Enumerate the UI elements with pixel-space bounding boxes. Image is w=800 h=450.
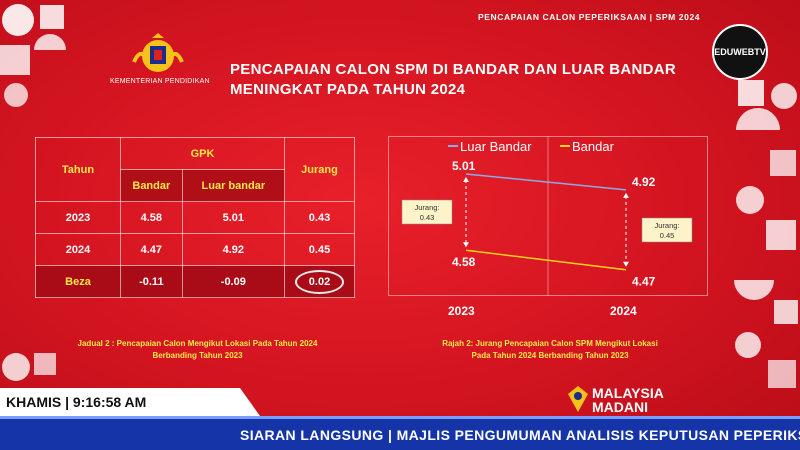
cell-luar: 5.01 xyxy=(181,201,286,234)
jurang-annotation-box xyxy=(401,199,453,225)
table-row-beza: Beza -0.11 -0.09 0.02 xyxy=(35,265,355,298)
chart-caption-line1: Rajah 2: Jurang Pencapaian Calon SPM Men… xyxy=(442,339,658,348)
table-row: 2024 4.47 4.92 0.45 xyxy=(35,233,355,266)
gap-arrowhead-top-0 xyxy=(463,176,469,182)
ticker-text: SIARAN LANGSUNG | MAJLIS PENGUMUMAN ANAL… xyxy=(240,427,800,443)
cell-jurang: 0.02 xyxy=(284,265,355,298)
cell-bandar: -0.11 xyxy=(120,265,183,298)
table-caption-line2: Berbanding Tahun 2023 xyxy=(152,351,243,360)
series-line-0 xyxy=(465,173,627,191)
madani-line2: MADANI xyxy=(592,399,648,415)
gap-arrowhead-bottom-1 xyxy=(623,261,629,267)
jurang-annotation-value: 0.45 xyxy=(660,231,675,240)
gpk-table: Tahun GPK Jurang Bandar Luar bandar 2023… xyxy=(35,137,355,298)
slide-title: PENCAPAIAN CALON SPM DI BANDAR DAN LUAR … xyxy=(230,60,676,100)
header-bandar: Bandar xyxy=(120,169,183,202)
malaysia-madani-logo: MALAYSIA MADANI xyxy=(592,386,664,414)
x-tick-2024: 2024 xyxy=(610,304,637,318)
eduwebtv-logo-text: EDUWEBTV xyxy=(714,47,766,57)
header-luar-bandar: Luar bandar xyxy=(181,169,286,202)
x-tick-2023: 2023 xyxy=(448,304,475,318)
legend-label-1: Bandar xyxy=(572,139,615,154)
series-line-1 xyxy=(465,249,627,271)
cell-jurang: 0.43 xyxy=(284,201,355,234)
chart-frame xyxy=(388,136,708,296)
cell-bandar: 4.47 xyxy=(120,233,183,266)
data-label: 4.47 xyxy=(632,275,656,289)
gap-arrowhead-bottom-0 xyxy=(463,242,469,248)
jurang-annotation-value: 0.43 xyxy=(420,213,435,222)
news-ticker: SIARAN LANGSUNG | MAJLIS PENGUMUMAN ANAL… xyxy=(0,416,800,450)
table-caption-line1: Jadual 2 : Pencapaian Calon Mengikut Lok… xyxy=(77,339,318,348)
right-pattern-decoration xyxy=(734,80,798,388)
cell-luar: 4.92 xyxy=(181,233,286,266)
ministry-label: KEMENTERIAN PENDIDIKAN xyxy=(110,78,210,85)
slide-title-line1: PENCAPAIAN CALON SPM DI BANDAR DAN LUAR … xyxy=(230,61,677,78)
cell-luar: -0.09 xyxy=(181,265,286,298)
cell-tahun: 2023 xyxy=(35,201,121,234)
gap-arrowhead-top-1 xyxy=(623,192,629,198)
table-caption: Jadual 2 : Pencapaian Calon Mengikut Lok… xyxy=(35,338,360,362)
slide-title-line2: MENINGKAT PADA TAHUN 2024 xyxy=(230,81,466,98)
chart-caption: Rajah 2: Jurang Pencapaian Calon SPM Men… xyxy=(390,338,710,362)
data-label: 4.92 xyxy=(632,175,656,189)
clock-bar: KHAMIS | 9:16:58 AM xyxy=(0,388,240,416)
malaysia-crest-icon xyxy=(132,33,184,72)
top-banner-text: PENCAPAIAN CALON PEPERIKSAAN | SPM 2024 xyxy=(478,12,701,22)
jurang-annotation-box xyxy=(641,217,693,243)
cell-beza-label: Beza xyxy=(35,265,121,298)
eduwebtv-logo: EDUWEBTV xyxy=(712,24,768,80)
cell-tahun: 2024 xyxy=(35,233,121,266)
clock-bar-arrow xyxy=(240,388,260,416)
jurang-annotation-label: Jurang: xyxy=(414,203,439,212)
chart-caption-line2: Pada Tahun 2024 Berbanding Tahun 2023 xyxy=(471,351,629,360)
cell-bandar: 4.58 xyxy=(120,201,183,234)
left-pattern-decoration xyxy=(0,4,66,107)
data-label: 5.01 xyxy=(452,159,476,173)
header-jurang: Jurang xyxy=(284,137,355,202)
header-gpk: GPK xyxy=(120,137,285,170)
madani-emblem-icon xyxy=(568,386,588,412)
bottom-left-pattern-decoration xyxy=(2,353,56,381)
madani-line1: MALAYSIA xyxy=(592,385,664,401)
legend-label-0: Luar Bandar xyxy=(460,139,532,154)
table-row: 2023 4.58 5.01 0.43 xyxy=(35,201,355,234)
data-label: 4.58 xyxy=(452,255,476,269)
header-tahun: Tahun xyxy=(35,137,121,202)
jurang-annotation-label: Jurang: xyxy=(654,221,679,230)
gap-line-chart: Luar Bandar Bandar 5.01 4.92 4.58 4.47 Jurang:… xyxy=(401,136,693,296)
cell-jurang: 0.45 xyxy=(284,233,355,266)
highlight-circle: 0.02 xyxy=(294,269,345,294)
